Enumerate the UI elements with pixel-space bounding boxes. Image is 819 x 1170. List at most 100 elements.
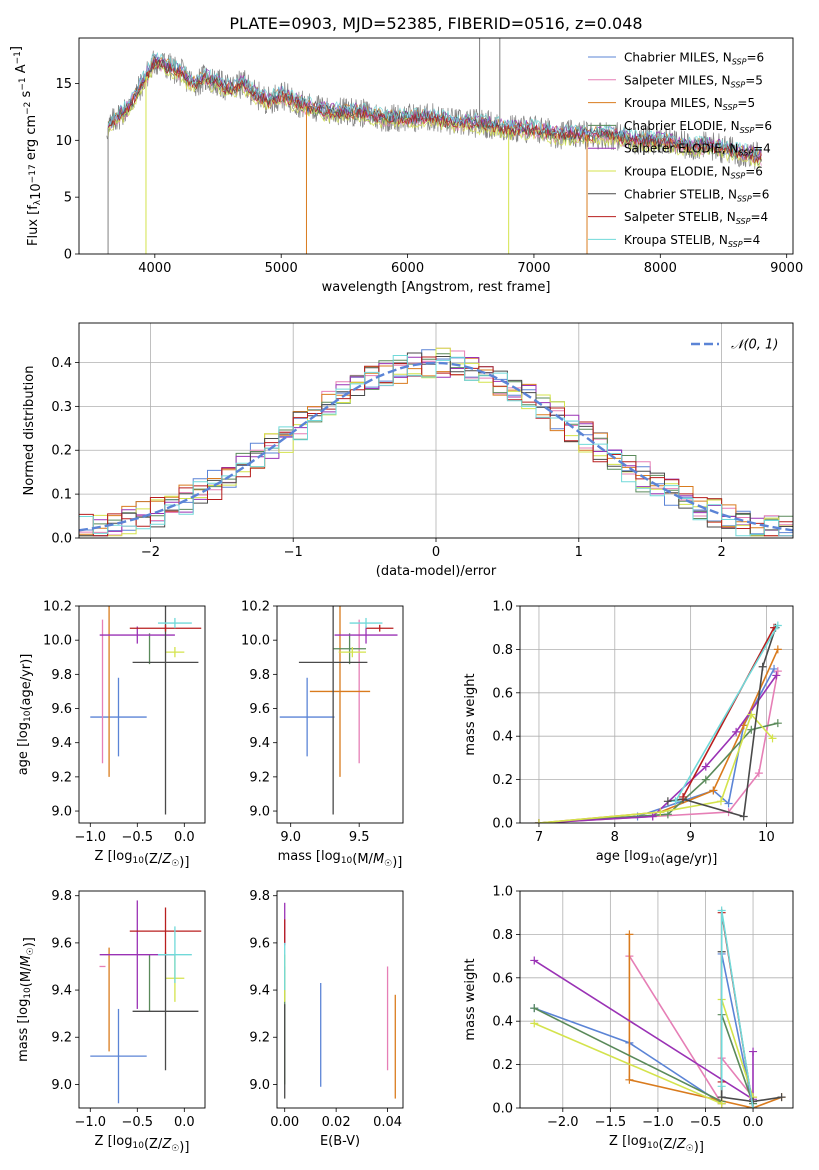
y-tick-label: 9.6 — [249, 936, 270, 951]
weight-line — [538, 670, 779, 823]
weight-marker — [671, 797, 680, 806]
legend-label: Kroupa MILES, NSSP=5 — [624, 96, 755, 112]
figure-title: PLATE=0903, MJD=52385, FIBERID=0516, z=0… — [229, 14, 642, 33]
y-tick-label: 9.4 — [51, 984, 72, 999]
y-axis-label: age [log10(age/yr)] — [16, 654, 34, 776]
weight-marker — [648, 812, 657, 821]
weight-marker — [716, 797, 725, 806]
plot-area — [530, 906, 786, 1108]
legend-series-name: Chabrier MILES — [624, 51, 715, 65]
legend-nssp: 6 — [757, 51, 765, 65]
weight-marker — [530, 956, 539, 965]
weight-marker — [747, 710, 756, 719]
weight-marker — [530, 1004, 539, 1013]
weight-line — [534, 953, 754, 1108]
y-tick-label: 9.2 — [51, 770, 72, 785]
panel-mass-vs-ebv: 0.00 0.02 0.04 9.0 9.2 9.4 9.6 9.8 E(B-V) — [249, 889, 404, 1149]
x-tick-label: −0.5 — [122, 830, 154, 845]
y-tick-label: 10.2 — [43, 600, 72, 615]
x-tick-label: −1.0 — [74, 830, 106, 845]
legend-nssp: 4 — [761, 210, 769, 224]
axes-frame — [519, 890, 794, 1109]
legend-nssp: 6 — [762, 187, 770, 201]
y-tick-label: 9.8 — [51, 889, 72, 904]
panel-weight-vs-age: 7 8 9 10 0.0 0.2 0.4 0.6 0.8 1.0 age [log10(age/yr… — [463, 600, 794, 867]
y-axis-label: mass weight — [463, 958, 478, 1040]
panel-residuals: −2 −1 0 1 2 0.0 0.1 0.2 0.3 0.4 (data-model)/error… — [22, 322, 794, 579]
weight-marker — [772, 671, 781, 680]
y-tick-label: 9.0 — [249, 805, 270, 820]
weight-marker — [773, 667, 782, 676]
axes-frame — [519, 605, 794, 824]
legend-label: Salpeter STELIB, NSSP=4 — [624, 210, 768, 226]
x-tick-label: −1 — [284, 545, 303, 560]
y-tick-label: 9.0 — [51, 1078, 72, 1093]
legend-nssp: 6 — [764, 119, 772, 133]
x-tick-label: 8 — [611, 830, 619, 845]
y-tick-label: 0.0 — [51, 532, 72, 547]
y-tick-label: 10.2 — [241, 600, 270, 615]
legend-label: Salpeter ELODIE, NSSP=4 — [624, 142, 771, 158]
x-axis-label: wavelength [Angstrom, rest frame] — [322, 280, 551, 295]
weight-marker — [749, 1104, 758, 1108]
y-tick-label: 5 — [64, 191, 72, 206]
legend-label: Kroupa STELIB, NSSP=4 — [624, 233, 760, 249]
plot-area — [284, 902, 396, 1099]
y-tick-label: 9.0 — [51, 805, 72, 820]
x-tick-label: 9.0 — [280, 830, 301, 845]
x-tick-label: −1.0 — [74, 1115, 106, 1130]
x-tick-label: 0.00 — [270, 1115, 299, 1130]
weight-marker — [679, 792, 688, 801]
weight-line — [674, 625, 779, 802]
y-tick-label: 9.2 — [249, 770, 270, 785]
axes-frame — [78, 322, 794, 539]
weight-line — [538, 674, 777, 823]
y-tick-label: 0.1 — [51, 488, 72, 503]
y-axis-label: mass [log10(M/M☉)] — [16, 937, 37, 1062]
weight-marker — [625, 1075, 634, 1084]
model-spectrum — [107, 52, 762, 157]
x-tick-label: 2 — [717, 545, 725, 560]
axes-frame — [276, 605, 404, 824]
y-tick-label: 0.3 — [51, 400, 72, 415]
x-tick-label: −1.5 — [595, 1115, 627, 1130]
x-tick-label: −1.0 — [642, 1115, 674, 1130]
model-spectrum — [107, 58, 762, 164]
x-tick-label: 6000 — [391, 261, 424, 276]
weight-marker — [739, 812, 748, 821]
y-tick-label: 9.4 — [51, 736, 72, 751]
x-tick-label: 0.04 — [373, 1115, 402, 1130]
y-tick-label: 0.6 — [492, 971, 513, 986]
weight-marker — [749, 1047, 758, 1056]
weight-line — [628, 934, 782, 1108]
y-axis-label: mass weight — [463, 673, 478, 755]
legend-series-name: Salpeter MILES — [624, 73, 714, 87]
y-tick-label: 0.8 — [492, 928, 513, 943]
legend-series-name: Chabrier STELIB — [624, 187, 720, 201]
panel-weight-vs-Z: −2.0 −1.5 −1.0 −0.5 0.0 0.0 0.2 0.4 0.6 0.8 1.0 Z [… — [463, 885, 794, 1155]
y-tick-label: 1.0 — [492, 600, 513, 615]
x-tick-label: −2 — [141, 545, 160, 560]
plot-area — [90, 606, 202, 815]
x-tick-label: 7 — [535, 830, 543, 845]
weight-marker — [701, 775, 710, 784]
panel-mass-vs-Z: −1.0 −0.5 0.0 9.0 9.2 9.4 9.6 9.8 Z [log10(Z/Z☉)… — [16, 889, 206, 1155]
y-tick-label: 10 — [55, 134, 72, 149]
axes-frame — [78, 890, 206, 1109]
weight-marker — [717, 1082, 726, 1091]
y-tick-label: 9.6 — [51, 702, 72, 717]
legend-label: Chabrier STELIB, NSSP=6 — [624, 187, 769, 203]
y-tick-label: 9.6 — [51, 936, 72, 951]
x-tick-label: 0.02 — [322, 1115, 351, 1130]
weight-line — [628, 955, 754, 1107]
weight-marker — [701, 762, 710, 771]
x-tick-label: 8000 — [644, 261, 677, 276]
axes-frame — [78, 605, 206, 824]
weight-marker — [717, 1093, 726, 1102]
weight-marker — [663, 810, 672, 819]
weight-marker — [773, 621, 782, 630]
y-tick-label: 9.8 — [249, 889, 270, 904]
legend: Chabrier MILES, NSSP=6 Salpeter MILES, NS… — [588, 51, 772, 249]
legend-nssp: 5 — [755, 73, 763, 87]
